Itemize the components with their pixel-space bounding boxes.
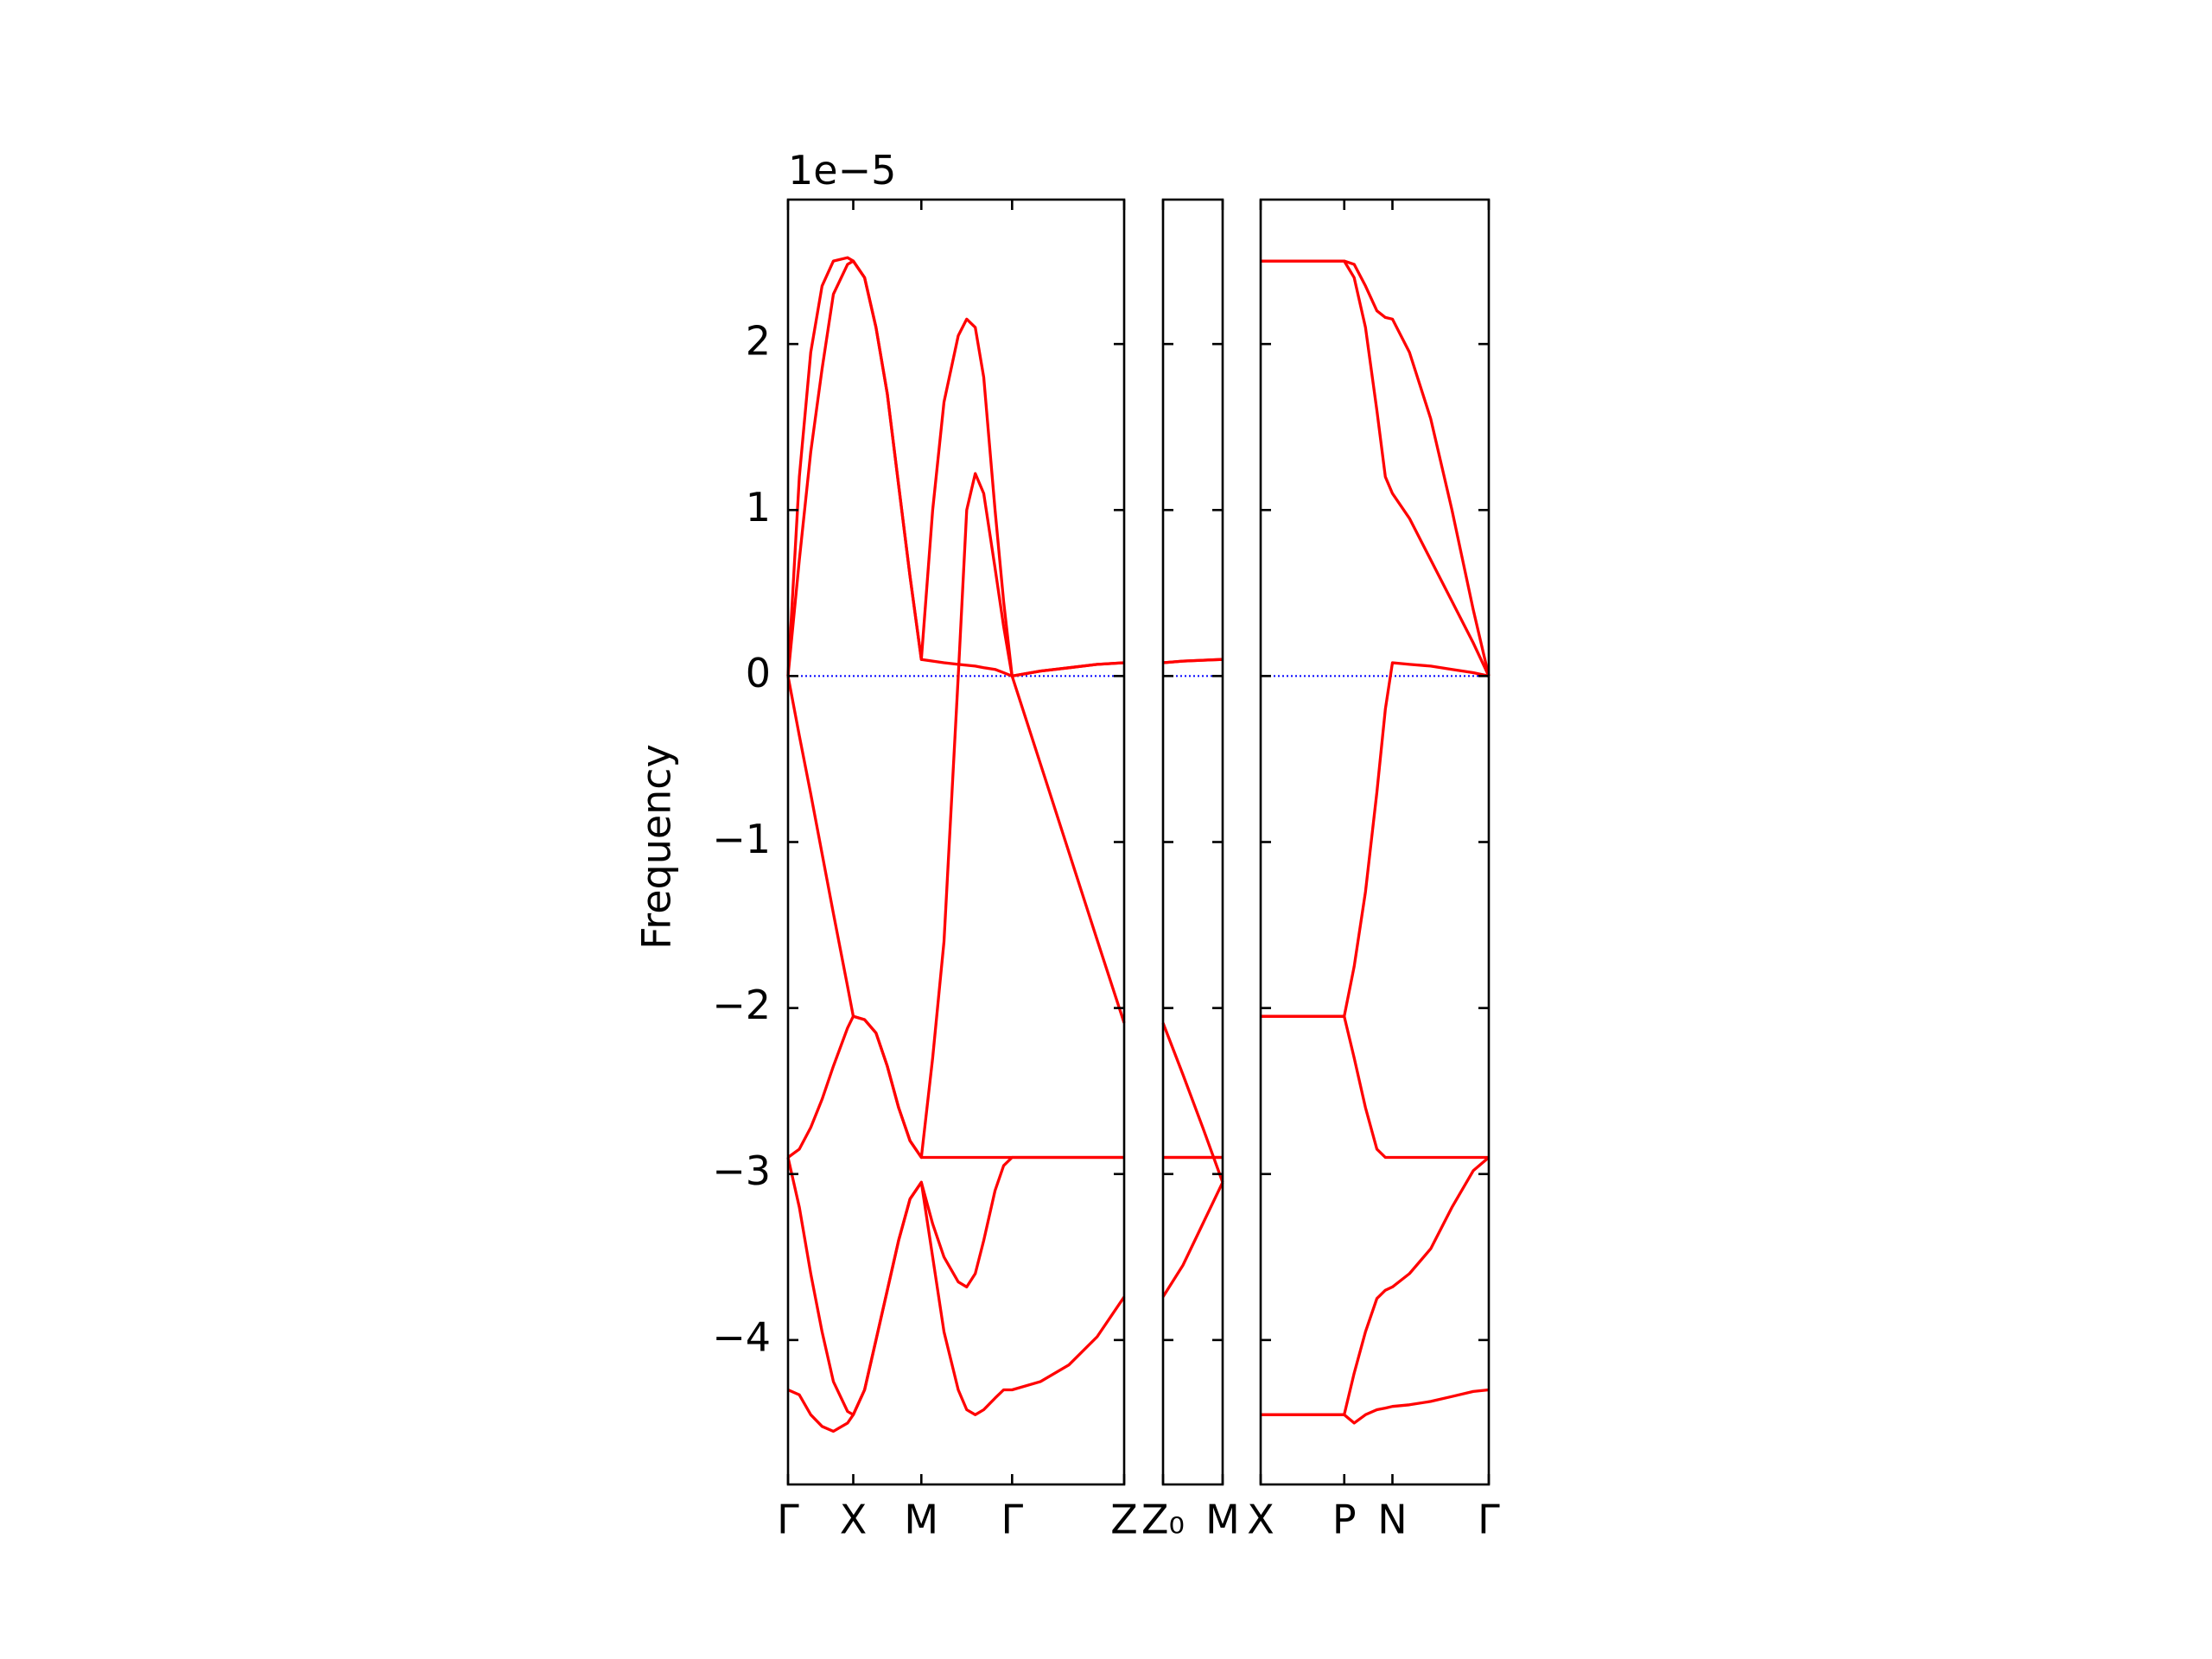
x-tick-label: Z₀	[1141, 1497, 1185, 1543]
x-tick-label: M	[1205, 1497, 1240, 1543]
band-line	[1261, 259, 1491, 677]
band-line	[1261, 661, 1490, 1018]
x-tick-label: Γ	[777, 1497, 799, 1543]
y-tick-label: −2	[712, 982, 771, 1028]
y-tick-label: −1	[712, 816, 771, 862]
band-line	[786, 1155, 1124, 1416]
y-axis-label: Frequency	[633, 744, 680, 950]
x-tick-label: N	[1377, 1497, 1407, 1543]
x-tick-label: M	[904, 1497, 938, 1543]
y-tick-label: 2	[746, 318, 771, 365]
y-tick-label: 1	[746, 484, 771, 531]
band-line	[786, 256, 1125, 678]
axes-frame	[786, 198, 1126, 1486]
band-line	[1261, 259, 1491, 677]
band-line	[787, 1180, 1126, 1433]
x-tick-label: Z	[1110, 1497, 1138, 1543]
band-line	[786, 259, 1125, 678]
band-line	[1261, 1388, 1490, 1425]
y-tick-label: 0	[746, 650, 771, 696]
band-line	[1261, 1014, 1489, 1160]
x-tick-label: X	[840, 1497, 868, 1543]
x-tick-label: X	[1247, 1497, 1274, 1543]
band-line	[787, 1014, 1124, 1160]
x-tick-label: Γ	[1478, 1497, 1500, 1543]
x-tick-label: P	[1332, 1497, 1357, 1543]
band-line	[1162, 658, 1224, 664]
x-tick-label: Γ	[1001, 1497, 1024, 1543]
band-line	[786, 472, 1126, 1160]
band-line	[1161, 1022, 1224, 1183]
band-line	[1261, 1156, 1491, 1416]
y-offset-text: 1e−5	[788, 147, 896, 194]
band-line	[1161, 1181, 1224, 1298]
y-tick-label: −4	[712, 1313, 771, 1360]
y-tick-label: −3	[712, 1147, 771, 1194]
